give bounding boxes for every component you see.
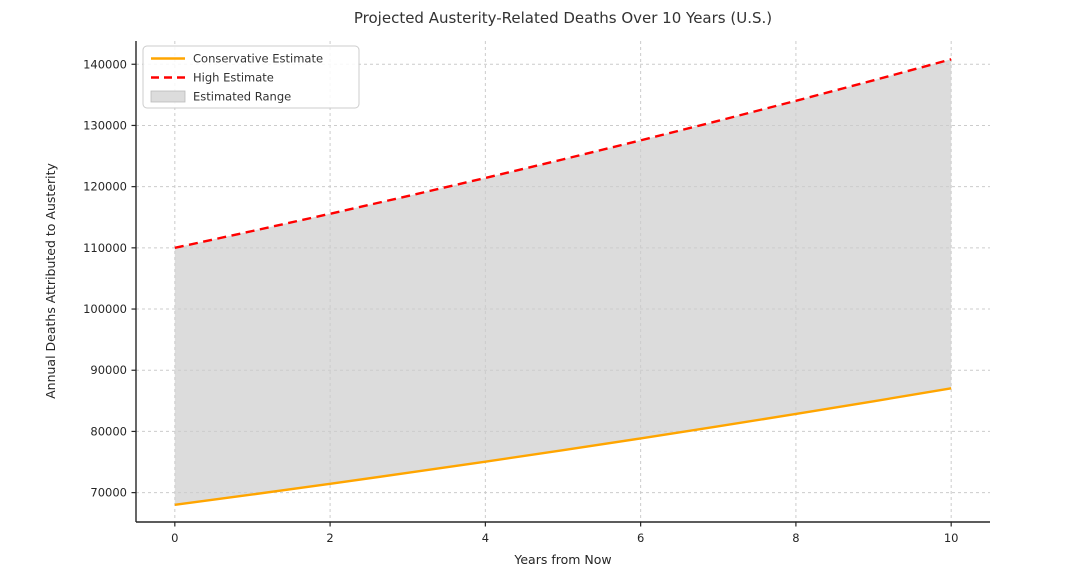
y-tick-label-120000: 120000 bbox=[83, 180, 127, 194]
x-tick-label-2: 2 bbox=[326, 531, 333, 545]
legend-swatch-estimated-range bbox=[150, 90, 186, 103]
legend-label-conservative-estimate: Conservative Estimate bbox=[193, 52, 323, 66]
y-tick-label-130000: 130000 bbox=[83, 118, 127, 132]
x-tick-label-4: 4 bbox=[482, 531, 489, 545]
axes-layer bbox=[131, 41, 990, 527]
chart-title: Projected Austerity-Related Deaths Over … bbox=[354, 9, 772, 27]
tick-label-layer: 0 2 4 6 8 10 70000 80000 90000 100000 110000 120000… bbox=[83, 57, 958, 545]
series-layer bbox=[174, 58, 952, 507]
y-axis-label: Annual Deaths Attributed to Austerity bbox=[43, 162, 58, 398]
legend-label-estimated-range: Estimated Range bbox=[193, 90, 291, 104]
y-tick-label-110000: 110000 bbox=[83, 241, 127, 255]
series-line-high-estimate bbox=[174, 58, 952, 250]
series-line-conservative-estimate bbox=[174, 387, 952, 507]
y-tick-label-100000: 100000 bbox=[83, 302, 127, 316]
legend: Conservative Estimate High Estimate Estima… bbox=[142, 45, 360, 109]
legend-box bbox=[142, 45, 360, 109]
gridline-layer bbox=[136, 41, 990, 522]
y-tick-label-90000: 90000 bbox=[90, 363, 127, 377]
legend-label-high-estimate: High Estimate bbox=[193, 71, 274, 85]
x-axis-label: Years from Now bbox=[513, 552, 611, 567]
x-tick-label-10: 10 bbox=[944, 531, 959, 545]
y-tick-label-80000: 80000 bbox=[90, 424, 127, 438]
x-tick-label-8: 8 bbox=[792, 531, 799, 545]
range-fill-layer bbox=[174, 59, 952, 505]
x-tick-label-6: 6 bbox=[637, 531, 644, 545]
y-tick-label-140000: 140000 bbox=[83, 57, 127, 71]
x-tick-label-0: 0 bbox=[171, 531, 178, 545]
estimated-range-area bbox=[174, 59, 952, 505]
y-tick-label-70000: 70000 bbox=[90, 486, 127, 500]
